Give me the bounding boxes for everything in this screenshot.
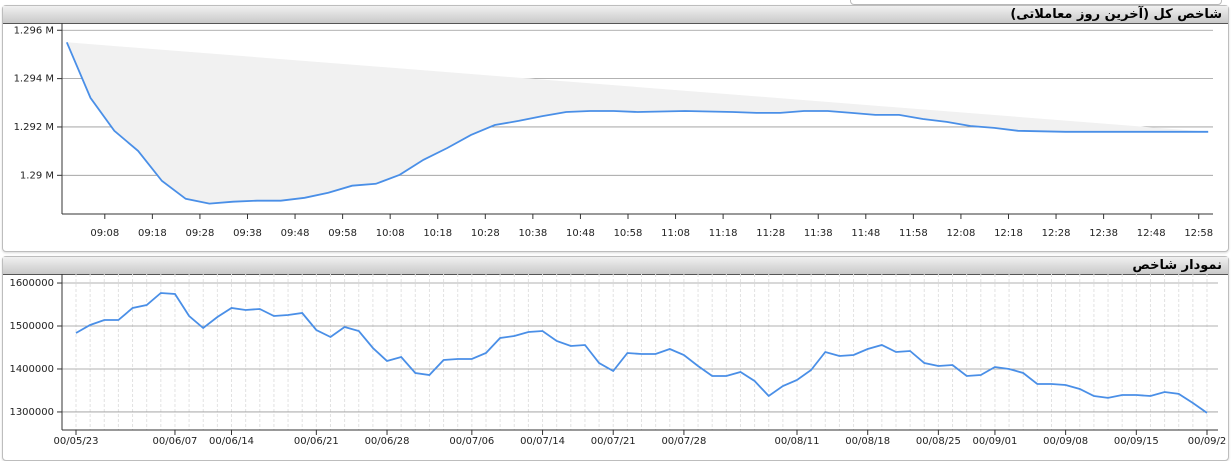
panel: نمودار شاخص bbox=[2, 256, 1229, 461]
y-tick-label: 1300000 bbox=[9, 407, 54, 418]
x-tick-label: 10:48 bbox=[566, 228, 595, 239]
x-tick-label: 11:48 bbox=[851, 228, 880, 239]
x-tick-label: 09:18 bbox=[138, 228, 167, 239]
y-tick-label: 1.292 M bbox=[14, 122, 54, 133]
x-tick-label: 00/06/21 bbox=[294, 436, 339, 447]
x-tick-label: 10:28 bbox=[471, 228, 500, 239]
y-tick-label: 1.296 M bbox=[14, 25, 54, 36]
x-tick-label: 09:58 bbox=[328, 228, 357, 239]
chart-title: نمودار شاخص bbox=[1132, 258, 1222, 273]
x-tick-label: 00/06/07 bbox=[153, 436, 198, 447]
area bbox=[66, 42, 1209, 204]
x-tick-label: 11:08 bbox=[661, 228, 690, 239]
line bbox=[65, 41, 1209, 205]
x-tick-label: 12:18 bbox=[994, 228, 1023, 239]
x-tick-label: 00/05/23 bbox=[54, 436, 99, 447]
x-tick-label: 00/07/28 bbox=[661, 436, 706, 447]
y-tick-label: 1400000 bbox=[9, 364, 54, 375]
y-tick-label: 1500000 bbox=[9, 321, 54, 332]
line bbox=[75, 292, 1208, 414]
x-tick-label: 12:28 bbox=[1042, 228, 1071, 239]
x-tick-label: 09:38 bbox=[233, 228, 262, 239]
x-tick-label: 00/06/14 bbox=[209, 436, 254, 447]
x-tick-label: 10:18 bbox=[423, 228, 452, 239]
y-tick-label: 1600000 bbox=[9, 278, 54, 289]
x-tick-label: 11:28 bbox=[756, 228, 785, 239]
x-tick-label: 00/08/18 bbox=[845, 436, 890, 447]
x-tick-label: 00/06/28 bbox=[365, 436, 410, 447]
x-tick-label: 11:18 bbox=[709, 228, 738, 239]
x-tick-label: 11:38 bbox=[804, 228, 833, 239]
x-tick-label: 12:08 bbox=[947, 228, 976, 239]
x-tick-label: 09:48 bbox=[281, 228, 310, 239]
x-tick-label: 00/07/06 bbox=[449, 436, 494, 447]
x-tick-label: 10:38 bbox=[518, 228, 547, 239]
x-tick-label: 09:28 bbox=[186, 228, 215, 239]
chart-title: شاخص کل (آخرین روز معاملاتی) bbox=[1010, 7, 1222, 22]
x-tick-label: 00/09/2 bbox=[1188, 436, 1227, 447]
panel-header: نمودار شاخص bbox=[3, 257, 1228, 275]
x-tick-label: 12:38 bbox=[1089, 228, 1118, 239]
x-tick-label: 00/09/08 bbox=[1043, 436, 1088, 447]
tab-edge bbox=[850, 0, 1222, 5]
x-tick-label: 09:08 bbox=[90, 228, 119, 239]
x-tick-label: 00/07/14 bbox=[520, 436, 565, 447]
y-tick-label: 1.294 M bbox=[14, 74, 54, 85]
x-tick-label: 10:58 bbox=[614, 228, 643, 239]
x-tick-label: 10:08 bbox=[376, 228, 405, 239]
x-tick-label: 11:58 bbox=[899, 228, 928, 239]
x-tick-label: 00/09/15 bbox=[1114, 436, 1159, 447]
panel-header: شاخص کل (آخرین روز معاملاتی) bbox=[3, 6, 1228, 24]
x-tick-label: 00/08/11 bbox=[775, 436, 820, 447]
x-tick-label: 00/09/01 bbox=[972, 436, 1017, 447]
x-tick-label: 00/07/21 bbox=[591, 436, 636, 447]
x-tick-label: 12:48 bbox=[1137, 228, 1166, 239]
x-tick-label: 00/08/25 bbox=[916, 436, 961, 447]
y-tick-label: 1.29 M bbox=[20, 170, 54, 181]
x-tick-label: 12:58 bbox=[1184, 228, 1213, 239]
